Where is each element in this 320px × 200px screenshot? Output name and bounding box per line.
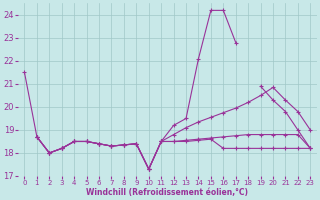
X-axis label: Windchill (Refroidissement éolien,°C): Windchill (Refroidissement éolien,°C)	[86, 188, 248, 197]
